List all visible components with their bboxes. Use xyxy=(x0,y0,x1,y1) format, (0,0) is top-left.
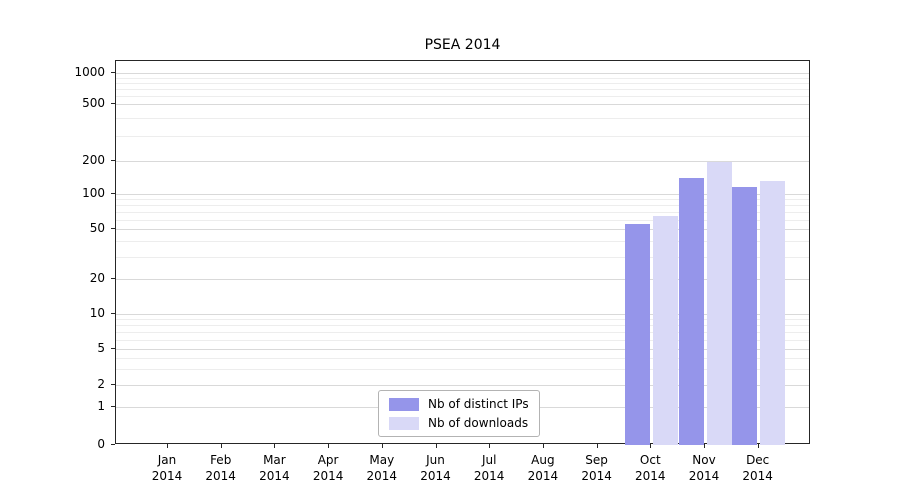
y-axis-tick-label: 20 xyxy=(89,271,105,285)
minor-gridline xyxy=(116,135,809,137)
x-axis-tick-mark xyxy=(167,444,168,448)
x-axis-tick-mark xyxy=(274,444,276,448)
bar-nov-distinct-ips xyxy=(678,177,704,445)
x-axis-tick-mark xyxy=(542,444,544,448)
minor-gridline xyxy=(116,95,809,97)
y-axis-tick-mark xyxy=(111,72,115,73)
x-axis-tick-label: Jan 2014 xyxy=(151,453,183,484)
minor-gridline xyxy=(116,332,809,333)
y-axis-tick-mark xyxy=(111,278,115,279)
y-axis-tick-mark xyxy=(111,160,115,161)
x-axis-tick-label: Apr 2014 xyxy=(312,453,344,484)
minor-gridline xyxy=(116,77,809,79)
bar-oct-distinct-ips xyxy=(624,224,650,445)
bar-dec-downloads xyxy=(760,180,786,445)
minor-gridline xyxy=(116,256,809,258)
minor-gridline xyxy=(116,369,809,371)
minor-gridline xyxy=(116,319,809,321)
major-gridline xyxy=(116,194,809,195)
x-axis-tick-mark xyxy=(328,444,330,448)
y-axis-tick-mark xyxy=(111,103,115,104)
y-axis-tick-mark xyxy=(111,406,115,407)
legend-item-downloads: Nb of downloads xyxy=(389,416,529,430)
legend-label-downloads: Nb of downloads xyxy=(428,416,529,430)
minor-gridline xyxy=(116,117,809,119)
major-gridline xyxy=(116,104,809,105)
y-axis-tick-label: 0 xyxy=(97,437,105,451)
x-axis-tick-label: May 2014 xyxy=(366,453,398,484)
chart-title: PSEA 2014 xyxy=(424,37,501,53)
major-gridline xyxy=(116,229,809,230)
x-axis-tick-mark xyxy=(381,444,383,448)
minor-gridline xyxy=(116,357,809,359)
y-axis-tick-label: 200 xyxy=(82,153,105,167)
x-axis-tick-label: Aug 2014 xyxy=(527,453,559,484)
x-axis-tick-label: Nov 2014 xyxy=(688,453,720,484)
legend-label-distinct-ips: Nb of distinct IPs xyxy=(428,397,529,411)
minor-gridline xyxy=(116,241,809,243)
legend-swatch-distinct-ips xyxy=(389,397,419,411)
y-axis-tick-mark xyxy=(111,384,115,385)
x-axis-tick-label: Oct 2014 xyxy=(635,453,666,484)
x-axis-tick-mark xyxy=(704,444,705,448)
bar-oct-downloads xyxy=(652,215,678,445)
y-axis-tick-mark xyxy=(111,348,115,349)
minor-gridline xyxy=(116,212,809,213)
major-gridline xyxy=(116,314,809,315)
major-gridline xyxy=(116,279,809,280)
y-axis-tick-mark xyxy=(111,313,115,314)
bar-dec-distinct-ips xyxy=(732,187,758,445)
minor-gridline xyxy=(116,82,809,84)
y-axis-tick-mark xyxy=(111,228,115,229)
x-axis-tick-mark xyxy=(435,444,437,448)
y-axis-tick-label: 10 xyxy=(89,306,105,320)
legend: Nb of distinct IPs Nb of downloads xyxy=(378,390,540,437)
major-gridline xyxy=(116,349,809,350)
minor-gridline xyxy=(116,199,809,201)
x-axis-tick-mark xyxy=(489,444,491,448)
y-axis-tick-mark xyxy=(111,193,115,194)
x-axis-tick-label: Dec 2014 xyxy=(742,453,773,484)
y-axis-tick-label: 1 xyxy=(97,399,105,413)
y-axis-tick-label: 5 xyxy=(97,341,105,355)
minor-gridline xyxy=(116,325,809,327)
major-gridline xyxy=(116,385,809,386)
x-axis-tick-mark xyxy=(650,444,652,448)
plot-area xyxy=(115,60,810,445)
x-axis-tick-label: Feb 2014 xyxy=(205,453,236,484)
x-axis-tick-mark xyxy=(220,444,222,448)
x-axis-tick-label: Mar 2014 xyxy=(259,453,290,484)
y-axis-tick-mark xyxy=(111,444,115,445)
y-axis-tick-label: 500 xyxy=(82,96,105,110)
minor-gridline xyxy=(116,205,809,207)
y-axis-tick-label: 2 xyxy=(97,377,105,391)
y-axis-tick-label: 1000 xyxy=(74,65,105,79)
major-gridline xyxy=(116,161,809,162)
legend-item-distinct-ips: Nb of distinct IPs xyxy=(389,397,529,411)
legend-swatch-downloads xyxy=(389,416,419,430)
bar-nov-downloads xyxy=(706,162,732,445)
minor-gridline xyxy=(116,339,809,341)
x-axis-tick-label: Jul 2014 xyxy=(473,453,505,484)
x-axis-tick-label: Jun 2014 xyxy=(420,453,451,484)
y-axis-tick-label: 50 xyxy=(89,221,105,235)
x-axis-tick-mark xyxy=(757,444,759,448)
x-axis-tick-mark xyxy=(596,444,598,448)
major-gridline xyxy=(116,73,809,74)
minor-gridline xyxy=(116,88,809,90)
minor-gridline xyxy=(116,219,809,221)
x-axis-tick-label: Sep 2014 xyxy=(581,453,612,484)
y-axis-tick-label: 100 xyxy=(82,186,105,200)
